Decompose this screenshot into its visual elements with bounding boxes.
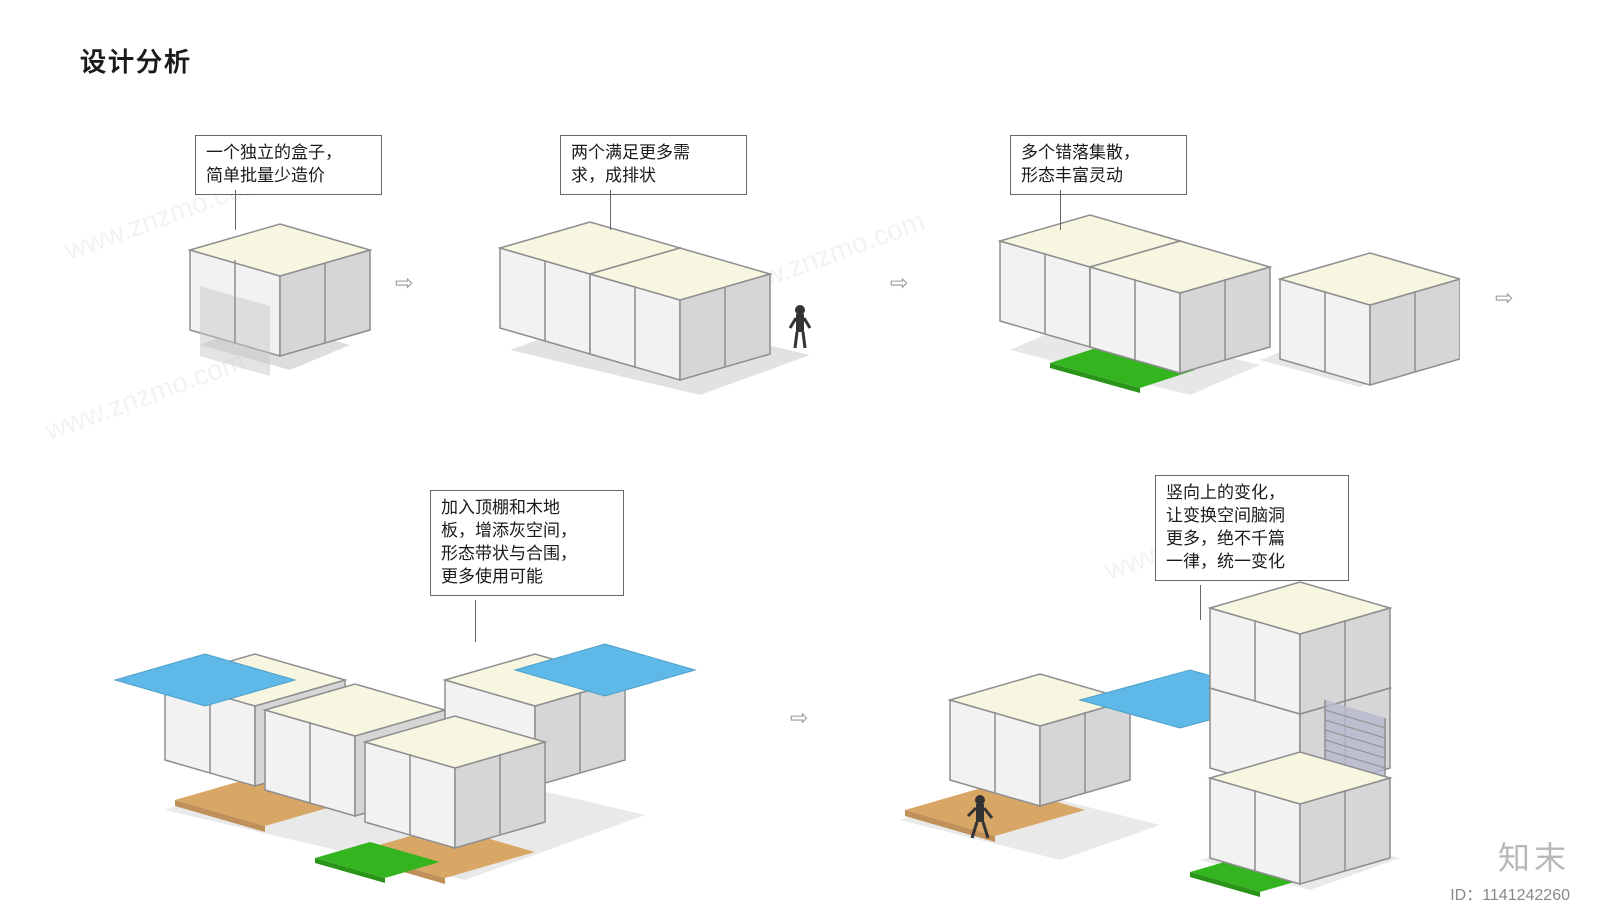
leader-line [1060, 190, 1061, 230]
label-step3: 多个错落集散， 形态丰富灵动 [1010, 135, 1187, 195]
watermark-block: 知末 ID：1141242260 [1450, 833, 1570, 905]
leader-line [610, 190, 611, 230]
watermark-brand: 知末 [1450, 833, 1570, 879]
label-step5: 竖向上的变化， 让变换空间脑洞 更多，绝不千篇 一律，统一变化 [1155, 475, 1349, 581]
label-step4: 加入顶棚和木地 板，增添灰空间， 形态带状与合围， 更多使用可能 [430, 490, 624, 596]
label-step1: 一个独立的盒子， 简单批量少造价 [195, 135, 382, 195]
label-step2: 两个满足更多需 求，成排状 [560, 135, 747, 195]
person-icon [790, 305, 810, 348]
diagram-step2 [450, 170, 870, 400]
arrow-icon: ⇨ [1495, 285, 1513, 311]
diagram-step3 [960, 165, 1460, 415]
arrow-icon: ⇨ [395, 270, 413, 296]
diagram-step1 [130, 170, 390, 390]
leader-line [1200, 585, 1201, 620]
arrow-icon: ⇨ [890, 270, 908, 296]
arrow-icon: ⇨ [790, 705, 808, 731]
watermark-id: ID：1141242260 [1450, 881, 1570, 905]
page-title: 设计分析 [80, 42, 192, 79]
leader-line [475, 600, 476, 642]
leader-line [235, 190, 236, 230]
